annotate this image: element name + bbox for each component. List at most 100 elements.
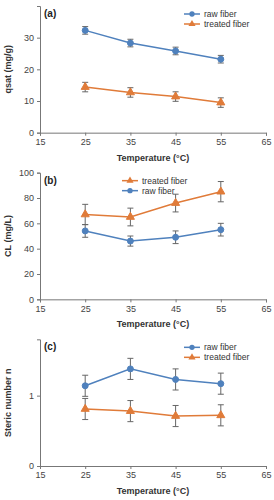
- legend-marker: [188, 20, 195, 26]
- x-tick-label: 15: [35, 137, 45, 147]
- x-tick: 25: [81, 466, 91, 480]
- y-tick-mark: [37, 69, 40, 70]
- error-bar-cap: [173, 101, 179, 102]
- y-tick-mark: [37, 133, 40, 134]
- x-tick-mark: [221, 133, 222, 136]
- error-bar-cap: [218, 394, 224, 395]
- error-bar-cap: [218, 201, 224, 202]
- legend-item: raw fiber: [184, 9, 237, 19]
- x-tick: 35: [126, 466, 136, 480]
- error-bar-cap: [173, 368, 179, 369]
- x-tick-mark: [85, 133, 86, 136]
- error-bar: [127, 39, 133, 47]
- x-tick-label: 65: [261, 304, 271, 314]
- series: [81, 82, 225, 107]
- y-axis: 0102030: [24, 7, 41, 139]
- error-bar-cap: [218, 223, 224, 224]
- x-tick-label: 55: [216, 470, 226, 480]
- error-bar-cap: [82, 375, 88, 376]
- plot-area: [81, 27, 225, 108]
- marker: [81, 210, 89, 217]
- series-line: [85, 230, 221, 241]
- error-bar-cap: [82, 224, 88, 225]
- y-tick-label: 80: [24, 193, 34, 203]
- x-tick-mark: [130, 466, 131, 469]
- y-tick-label: 1: [29, 391, 34, 401]
- x-axis-line: [41, 133, 267, 136]
- y-tick-label: 10: [24, 96, 34, 106]
- x-axis-title: Temperature (°C): [117, 486, 189, 496]
- error-bar-cap: [218, 373, 224, 374]
- y-axis-line: [37, 7, 41, 134]
- x-tick-mark: [85, 299, 86, 302]
- x-tick-label: 55: [216, 137, 226, 147]
- error-bar-cap: [82, 398, 88, 399]
- x-tick: 45: [171, 133, 181, 147]
- x-tick: 55: [216, 133, 226, 147]
- x-tick: 35: [126, 133, 136, 147]
- error-bar-cap: [218, 236, 224, 237]
- x-tick-label: 45: [171, 470, 181, 480]
- x-axis-line: [41, 300, 267, 303]
- x-tick: 25: [81, 133, 91, 147]
- error-bar-cap: [218, 107, 224, 108]
- legend-item: treated fiber: [184, 352, 250, 362]
- y-tick-label: 0: [29, 128, 34, 138]
- legend-marker: [126, 177, 133, 183]
- x-tick: 35: [126, 299, 136, 313]
- error-bar-cap: [127, 225, 133, 226]
- x-axis: 152535455565: [35, 466, 271, 480]
- y-tick-mark: [37, 299, 40, 300]
- error-bar-cap: [218, 181, 224, 182]
- y-axis-line: [37, 173, 41, 300]
- error-bar-cap: [82, 91, 88, 92]
- y-tick: 60: [24, 219, 40, 229]
- y-axis: 0 20 40 60 80 100: [19, 168, 41, 305]
- marker: [172, 92, 180, 99]
- legend-marker: [127, 188, 132, 193]
- y-axis-title: CL (mg/L): [3, 215, 13, 257]
- marker: [217, 411, 225, 418]
- marker: [81, 404, 89, 411]
- y-tick-mark: [37, 396, 40, 397]
- x-axis-title: Temperature (°C): [117, 319, 189, 329]
- y-tick: 0: [29, 295, 40, 305]
- y-tick-label: 20: [24, 269, 34, 279]
- error-bar-cap: [173, 230, 179, 231]
- error-bar-cap: [173, 390, 179, 391]
- error-bar-cap: [127, 246, 133, 247]
- marker: [172, 411, 180, 418]
- error-bar-cap: [127, 358, 133, 359]
- marker: [173, 48, 179, 54]
- panel: 15253545556501Temperature (°C)Steric num…: [3, 340, 272, 496]
- error-bar-cap: [173, 211, 179, 212]
- x-tick: 55: [216, 299, 226, 313]
- x-tick-label: 35: [126, 137, 136, 147]
- x-tick-label: 25: [81, 137, 91, 147]
- x-tick-label: 15: [35, 470, 45, 480]
- y-tick: 20: [24, 65, 40, 75]
- legend-label: raw fiber: [204, 9, 237, 19]
- legend-item: raw fiber: [122, 186, 175, 196]
- legend-marker: [189, 11, 194, 16]
- panel-label: (b): [44, 175, 57, 186]
- x-tick-label: 45: [171, 137, 181, 147]
- marker: [172, 198, 180, 205]
- error-bar: [173, 369, 179, 390]
- x-tick-label: 35: [126, 304, 136, 314]
- y-tick-label: 0: [29, 461, 34, 471]
- error-bar-cap: [127, 421, 133, 422]
- x-tick-mark: [266, 133, 267, 136]
- error-bar-cap: [82, 224, 88, 225]
- x-axis-title: Temperature (°C): [117, 153, 189, 163]
- y-tick-label: 40: [24, 244, 34, 254]
- series: [82, 27, 224, 63]
- error-bar: [173, 47, 179, 55]
- y-tick: 40: [24, 244, 40, 254]
- legend: treated fiberraw fiber: [122, 176, 188, 196]
- x-tick-label: 15: [35, 304, 45, 314]
- y-tick-mark: [37, 38, 40, 39]
- x-tick-mark: [266, 466, 267, 469]
- y-tick: 100: [19, 168, 40, 178]
- y-tick-mark: [37, 173, 40, 174]
